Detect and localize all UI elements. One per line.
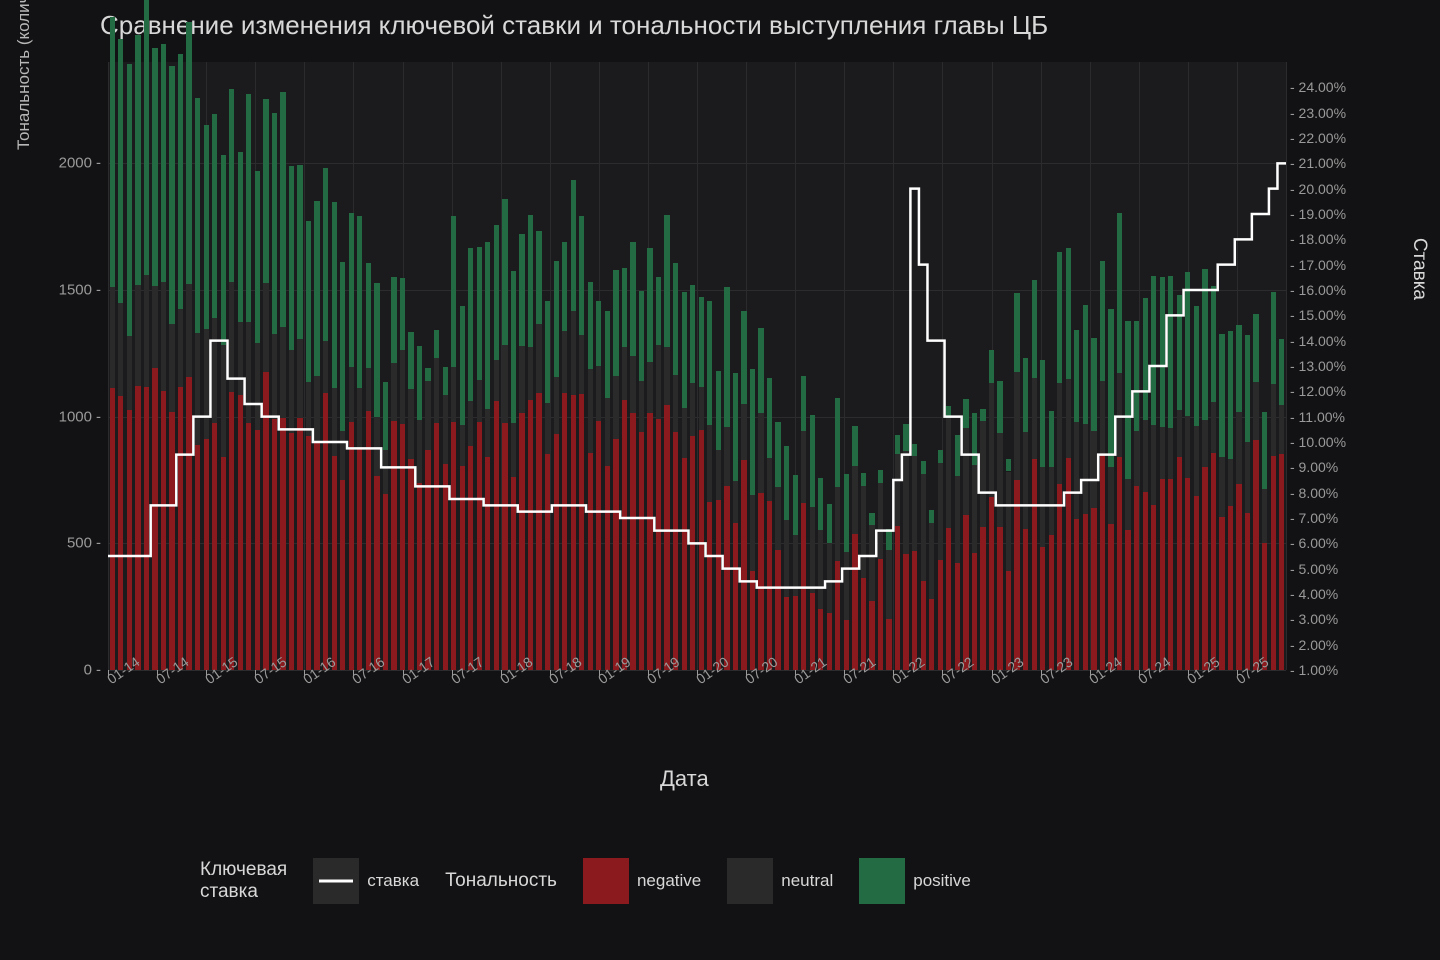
legend: Ключевая ставка ставка Тональность negati… xyxy=(200,858,1300,904)
y-axis-right-tick-label: - 4.00% xyxy=(1290,586,1338,602)
legend-item-rate[interactable]: ставка xyxy=(313,858,419,904)
y-axis-right-label: Ставка xyxy=(1408,238,1430,300)
plot-area xyxy=(108,62,1286,670)
chart-root: Сравнение изменения ключевой ставки и то… xyxy=(0,0,1440,960)
legend-positive-label: positive xyxy=(913,871,971,891)
y-axis-right-tick-label: - 24.00% xyxy=(1290,79,1346,95)
y-axis-right-tick-label: - 6.00% xyxy=(1290,535,1338,551)
legend-item-negative[interactable]: negative xyxy=(583,858,701,904)
legend-neutral-label: neutral xyxy=(781,871,833,891)
positive-swatch xyxy=(859,858,905,904)
legend-rate-label: ставка xyxy=(367,871,419,891)
y-axis-left-tick-label: 2000 xyxy=(22,155,92,172)
y-axis-right-tick-label: - 5.00% xyxy=(1290,561,1338,577)
rate-line-path[interactable] xyxy=(108,163,1286,587)
rate-line-swatch xyxy=(313,858,359,904)
y-axis-left-label: Тональность (количество слов) xyxy=(14,0,34,150)
y-axis-right-tick-label: - 1.00% xyxy=(1290,662,1338,678)
y-axis-left-tick-dash: - xyxy=(96,408,101,425)
y-axis-left-tick-label: 1500 xyxy=(22,282,92,299)
legend-rate-title: Ключевая ставка xyxy=(200,859,287,903)
y-axis-left-tick-dash: - xyxy=(96,662,101,679)
y-axis-right-tick-label: - 13.00% xyxy=(1290,358,1346,374)
y-axis-right-tick-label: - 10.00% xyxy=(1290,434,1346,450)
y-axis-right-tick-label: - 18.00% xyxy=(1290,231,1346,247)
legend-sentiment-title: Тональность xyxy=(445,870,557,892)
chart-title: Сравнение изменения ключевой ставки и то… xyxy=(100,10,1048,41)
y-axis-left-tick-label: 0 xyxy=(22,662,92,679)
legend-item-positive[interactable]: positive xyxy=(859,858,971,904)
y-axis-right-tick-label: - 23.00% xyxy=(1290,105,1346,121)
neutral-swatch xyxy=(727,858,773,904)
rate-line-chart[interactable] xyxy=(108,62,1286,670)
y-axis-left-tick-dash: - xyxy=(96,155,101,172)
y-axis-right-tick-label: - 21.00% xyxy=(1290,155,1346,171)
y-axis-left-tick-dash: - xyxy=(96,535,101,552)
y-axis-right-tick-label: - 17.00% xyxy=(1290,257,1346,273)
y-axis-right-tick-label: - 12.00% xyxy=(1290,383,1346,399)
y-axis-right-tick-label: - 3.00% xyxy=(1290,611,1338,627)
y-axis-right-tick-label: - 16.00% xyxy=(1290,282,1346,298)
x-axis-label: Дата xyxy=(660,766,709,792)
legend-negative-label: negative xyxy=(637,871,701,891)
y-axis-right-tick-label: - 8.00% xyxy=(1290,485,1338,501)
y-axis-right-tick-label: - 9.00% xyxy=(1290,459,1338,475)
y-axis-right-tick-label: - 2.00% xyxy=(1290,637,1338,653)
y-axis-left-tick-label: 500 xyxy=(22,535,92,552)
y-axis-left-tick-label: 1000 xyxy=(22,408,92,425)
y-axis-right-tick-label: - 22.00% xyxy=(1290,130,1346,146)
y-axis-right-tick-label: - 7.00% xyxy=(1290,510,1338,526)
y-axis-right-tick-label: - 20.00% xyxy=(1290,181,1346,197)
y-axis-left-tick-dash: - xyxy=(96,282,101,299)
y-axis-right-tick-label: - 15.00% xyxy=(1290,307,1346,323)
y-axis-right-tick-label: - 14.00% xyxy=(1290,333,1346,349)
y-axis-right-tick-label: - 11.00% xyxy=(1290,409,1345,425)
grid-line-vertical xyxy=(1286,62,1287,670)
legend-item-neutral[interactable]: neutral xyxy=(727,858,833,904)
negative-swatch xyxy=(583,858,629,904)
y-axis-right-tick-label: - 19.00% xyxy=(1290,206,1346,222)
